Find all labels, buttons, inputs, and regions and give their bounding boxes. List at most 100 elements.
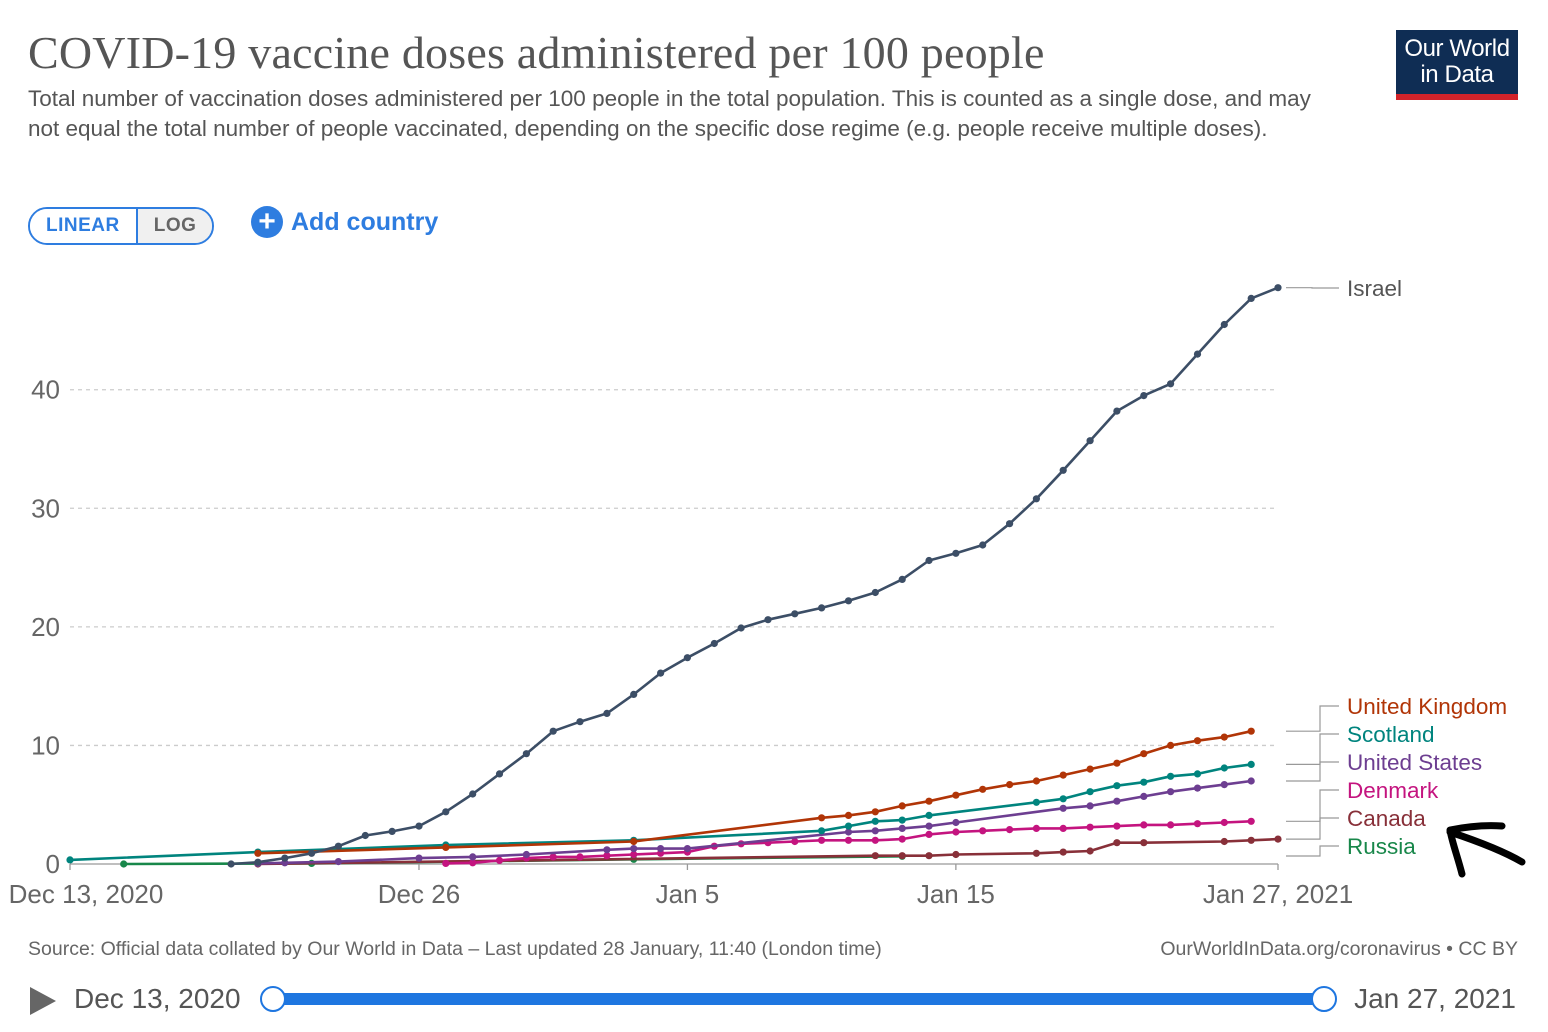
data-point-scotland	[1086, 788, 1094, 796]
data-point-scotland	[1167, 772, 1175, 780]
series-canada	[254, 835, 1282, 868]
timeline-end-label: Jan 27, 2021	[1354, 983, 1516, 1014]
data-point-israel	[549, 727, 557, 735]
data-point-israel	[737, 624, 745, 632]
series-label-israel: Israel	[1347, 276, 1402, 301]
data-point-united-kingdom	[1086, 765, 1094, 773]
data-point-denmark	[791, 837, 799, 846]
data-point-israel	[1247, 294, 1255, 302]
data-point-scotland	[1193, 770, 1202, 778]
data-point-israel	[495, 770, 504, 778]
y-tick-label: 10	[31, 730, 60, 760]
data-point-israel	[898, 575, 906, 584]
data-point-israel	[1113, 407, 1121, 415]
data-point-israel	[791, 610, 799, 618]
series-label-united-kingdom: United Kingdom	[1347, 694, 1507, 719]
y-tick-label: 40	[31, 375, 60, 405]
data-point-denmark	[1059, 824, 1067, 833]
leader-line-russia	[1286, 845, 1339, 857]
data-point-denmark	[630, 850, 638, 859]
data-point-israel	[254, 858, 262, 866]
series-label-canada: Canada	[1347, 806, 1426, 831]
data-point-israel	[657, 669, 665, 677]
series-label-united-states: United States	[1347, 750, 1482, 775]
data-point-united-kingdom	[844, 811, 853, 820]
data-point-canada	[1247, 836, 1255, 844]
logo-line-1: Our World	[1404, 35, 1510, 62]
data-point-israel	[1086, 437, 1094, 445]
data-point-israel	[1193, 350, 1202, 358]
data-point-united-kingdom	[1006, 781, 1014, 789]
data-point-united-states	[898, 824, 906, 833]
data-point-united-states	[657, 845, 665, 853]
data-point-united-kingdom	[1140, 750, 1148, 758]
series-layer	[66, 284, 1282, 868]
x-tick-label: Jan 27, 2021	[1203, 879, 1353, 909]
data-point-united-kingdom	[1059, 771, 1067, 779]
data-point-united-kingdom	[979, 785, 987, 793]
data-point-russia	[120, 860, 128, 868]
x-tick-label: Jan 15	[917, 879, 995, 909]
series-united-states	[254, 777, 1255, 868]
data-point-israel	[576, 718, 584, 726]
timeline-end-handle[interactable]	[1311, 986, 1337, 1012]
data-point-united-states	[1140, 792, 1148, 801]
data-point-united-states	[1113, 797, 1121, 805]
owid-logo[interactable]: Our World in Data	[1396, 30, 1518, 100]
log-scale-button[interactable]: LOG	[137, 209, 213, 243]
source-link[interactable]: OurWorldInData.org/coronavirus • CC BY	[1160, 938, 1518, 960]
data-point-israel	[388, 827, 396, 836]
add-country-button[interactable]: + Add country	[251, 206, 438, 238]
data-point-denmark	[1006, 826, 1014, 834]
source-note: Source: Official data collated by Our Wo…	[28, 938, 882, 960]
data-point-united-kingdom	[1032, 777, 1040, 785]
data-point-united-kingdom	[818, 814, 826, 822]
data-point-israel	[925, 556, 933, 565]
data-point-israel	[871, 588, 879, 597]
timeline-track[interactable]	[274, 993, 1324, 1005]
data-point-canada	[1032, 849, 1040, 857]
data-point-united-states	[603, 846, 611, 854]
data-point-scotland	[1247, 760, 1255, 769]
timeline-start-handle[interactable]	[260, 986, 286, 1012]
data-point-united-kingdom	[925, 797, 933, 805]
series-label-denmark: Denmark	[1347, 778, 1439, 803]
data-point-israel	[308, 849, 316, 857]
data-point-israel	[1274, 284, 1282, 292]
data-point-denmark	[818, 836, 826, 844]
x-tick-label: Jan 5	[656, 879, 720, 909]
series-label-russia: Russia	[1347, 834, 1416, 859]
data-point-united-states	[1059, 804, 1067, 812]
data-point-canada	[1086, 847, 1094, 855]
data-point-scotland	[1032, 798, 1040, 806]
y-tick-label: 20	[31, 612, 60, 642]
data-point-united-kingdom	[871, 808, 879, 816]
data-point-denmark	[979, 827, 987, 835]
axis-layer: 0 10 20 30 40 Dec 13, 2020 Dec 26 Jan 5 Jan 15 Ja…	[9, 375, 1354, 909]
data-point-israel	[1220, 320, 1228, 329]
leader-line-united-kingdom	[1286, 705, 1339, 732]
data-point-denmark	[469, 859, 477, 867]
data-point-denmark	[1086, 823, 1094, 831]
data-point-israel	[334, 842, 342, 850]
data-point-denmark	[844, 836, 853, 844]
data-point-israel	[952, 549, 960, 557]
linear-scale-button[interactable]: LINEAR	[30, 209, 138, 243]
play-icon[interactable]	[30, 987, 56, 1015]
data-point-canada	[898, 852, 906, 860]
data-point-scotland	[1220, 764, 1228, 772]
data-point-united-states	[630, 845, 638, 853]
data-point-denmark	[495, 856, 504, 865]
data-point-united-kingdom	[630, 837, 638, 846]
timeline-start-label: Dec 13, 2020	[74, 983, 241, 1014]
data-point-israel	[818, 604, 826, 612]
data-point-canada	[952, 850, 960, 859]
data-point-united-states	[469, 853, 477, 861]
series-line-israel	[231, 286, 1279, 866]
y-tick-label: 0	[46, 849, 60, 879]
series-united-kingdom	[254, 727, 1255, 857]
data-point-israel	[415, 822, 423, 830]
data-point-denmark	[871, 836, 879, 844]
data-point-united-states	[334, 858, 342, 866]
data-point-united-states	[925, 822, 933, 830]
